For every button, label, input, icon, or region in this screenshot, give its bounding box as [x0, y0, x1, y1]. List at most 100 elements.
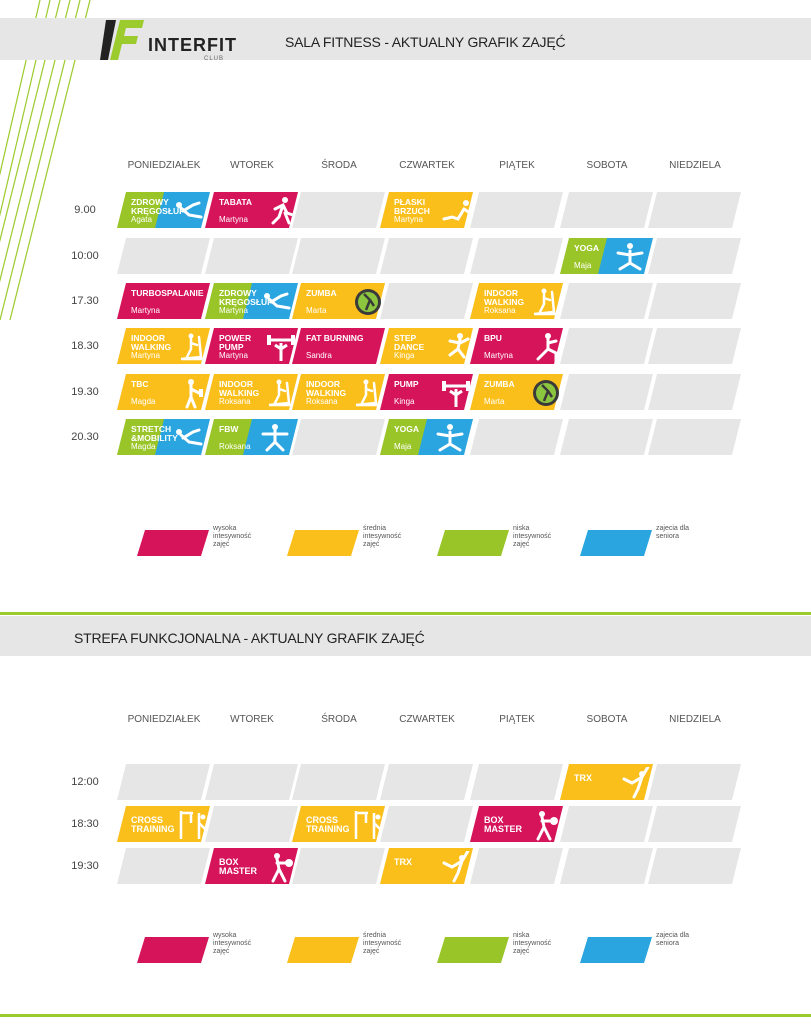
class-cell[interactable]: STRETCH &MOBILITY Magda — [117, 419, 212, 455]
day-header: NIEDZIELA — [669, 714, 721, 725]
legend-swatch — [580, 530, 652, 556]
class-cell[interactable]: YOGA Maja — [560, 238, 655, 274]
class-cell[interactable]: BOX MASTER — [470, 806, 565, 842]
legend-text: niska intesywność zajęć — [513, 525, 552, 548]
class-cell[interactable]: TRX — [380, 848, 475, 884]
class-cell[interactable]: FAT BURNING Sandra — [292, 328, 387, 364]
stretch-icon — [176, 428, 203, 446]
class-cell[interactable]: ZUMBA Marta — [470, 374, 565, 410]
time-label: 12:00 — [71, 776, 99, 788]
instructor-name: Magda — [131, 397, 156, 406]
cross-icon — [179, 811, 206, 839]
class-cell[interactable]: ZDROWY KRĘGOSŁUP Martyna — [205, 283, 300, 319]
trx-icon — [442, 849, 470, 883]
squat-icon — [261, 424, 289, 452]
class-cell[interactable]: TABATA Martyna — [205, 192, 300, 228]
legend-text: średnia intesywność zajęć — [363, 525, 402, 548]
zumba-icon — [533, 380, 559, 406]
instructor-name: Kinga — [394, 351, 415, 360]
zumba-icon — [355, 289, 381, 315]
class-cell[interactable]: CROSS TRAINING — [117, 806, 212, 842]
treadmill-icon — [355, 379, 384, 407]
step-icon — [448, 333, 470, 359]
class-name: ZDROWY KRĘGOSŁUP — [219, 288, 273, 307]
day-header: PONIEDZIAŁEK — [127, 714, 201, 725]
time-label: 19:30 — [71, 860, 99, 872]
class-name: YOGA — [394, 424, 420, 434]
bottom-line — [0, 1014, 811, 1017]
class-cell[interactable]: BPU Martyna — [470, 328, 565, 364]
class-name: INDOOR WALKING — [131, 333, 172, 352]
class-name: TBC — [131, 379, 149, 389]
class-cell[interactable]: TBC Magda — [117, 374, 212, 410]
class-cell[interactable]: PŁASKI BRZUCH Martyna — [380, 192, 475, 228]
instructor-name: Maja — [394, 442, 412, 451]
cross-icon — [354, 811, 381, 839]
legend-swatch — [137, 530, 209, 556]
section2-band — [0, 616, 811, 656]
day-header: SOBOTA — [586, 160, 628, 171]
class-name: TURBOSPALANIE — [131, 288, 204, 298]
class-cell[interactable]: PUMP Kinga — [380, 374, 475, 410]
treadmill-icon — [268, 379, 297, 407]
class-name: STRETCH &MOBILITY — [131, 424, 178, 443]
treadmill-icon — [533, 288, 562, 316]
dumbbell-person-icon — [185, 379, 203, 409]
time-label: 9.00 — [74, 204, 96, 216]
day-header: WTOREK — [230, 160, 274, 171]
schedule-row — [117, 764, 741, 800]
instructor-name: Roksana — [219, 397, 251, 406]
class-name: YOGA — [574, 243, 600, 253]
day-header: ŚRODA — [321, 160, 357, 171]
running-icon — [271, 197, 295, 225]
legend-swatch — [137, 937, 209, 963]
legend-text: wysoka intesywność zajęć — [213, 932, 252, 955]
instructor-name: Magda — [131, 442, 156, 451]
class-cell[interactable]: INDOOR WALKING Martyna — [117, 328, 212, 364]
class-name: FBW — [219, 424, 239, 434]
class-name: ZUMBA — [306, 288, 337, 298]
day-header: NIEDZIELA — [669, 160, 721, 171]
class-cell[interactable]: STEP DANCE Kinga — [380, 328, 475, 364]
yoga-icon — [436, 424, 464, 452]
class-cell[interactable]: TRX — [560, 764, 655, 800]
class-cell[interactable]: INDOOR WALKING Roksana — [292, 374, 387, 410]
logo: INTERFIT CLUB — [100, 18, 270, 68]
time-label: 17.30 — [71, 295, 99, 307]
legend-text: wysoka intesywność zajęć — [213, 525, 252, 548]
time-label: 20.30 — [71, 431, 99, 443]
class-cell[interactable]: ZUMBA Marta — [292, 283, 387, 319]
instructor-name: Roksana — [219, 442, 251, 451]
class-name: BPU — [484, 333, 502, 343]
divider-line — [0, 612, 811, 615]
day-header: CZWARTEK — [399, 160, 455, 171]
section1-title: SALA FITNESS - AKTUALNY GRAFIK ZAJĘĆ — [285, 34, 566, 50]
class-cell[interactable]: TURBOSPALANIE Martyna — [117, 283, 212, 319]
class-name: INDOOR WALKING — [219, 379, 260, 398]
trx-icon — [622, 765, 650, 799]
class-cell[interactable]: CROSS TRAINING — [292, 806, 387, 842]
day-header: CZWARTEK — [399, 714, 455, 725]
class-cell[interactable]: FBW Roksana — [205, 419, 300, 455]
class-name: PŁASKI BRZUCH — [394, 197, 430, 216]
stretch-icon — [176, 201, 203, 219]
crunch-icon — [442, 200, 472, 221]
legend-text: zajecia dla seniora — [656, 525, 690, 540]
class-name: STEP DANCE — [394, 333, 425, 352]
class-name: CROSS TRAINING — [306, 815, 350, 834]
instructor-name: Martyna — [219, 215, 248, 224]
class-cell[interactable]: INDOOR WALKING Roksana — [470, 283, 565, 319]
class-cell[interactable]: INDOOR WALKING Roksana — [205, 374, 300, 410]
class-name: TRX — [574, 773, 592, 783]
class-name: INDOOR WALKING — [306, 379, 347, 398]
class-cell[interactable]: POWER PUMP Martyna — [205, 328, 300, 364]
class-cell[interactable]: ZDROWY KRĘGOSŁUP Agata — [117, 192, 212, 228]
stretch-icon — [264, 292, 291, 310]
instructor-name: Roksana — [484, 306, 516, 315]
legend-text: niska intesywność zajęć — [513, 932, 552, 955]
class-cell[interactable]: YOGA Maja — [380, 419, 475, 455]
class-cell[interactable]: BOX MASTER — [205, 848, 300, 884]
yoga-icon — [616, 243, 644, 271]
class-name: CROSS TRAINING — [131, 815, 175, 834]
instructor-name: Roksana — [306, 397, 338, 406]
